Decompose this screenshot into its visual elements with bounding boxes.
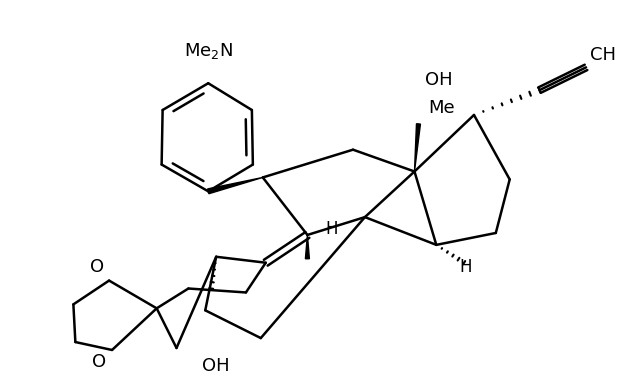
Text: O: O	[92, 353, 106, 371]
Text: Me$_2$N: Me$_2$N	[184, 40, 232, 60]
Text: H: H	[325, 220, 337, 238]
Text: OH: OH	[425, 71, 452, 89]
Text: Me: Me	[428, 99, 455, 117]
Text: OH: OH	[202, 357, 230, 375]
Text: H: H	[460, 258, 472, 276]
Text: CH: CH	[590, 46, 616, 65]
Polygon shape	[306, 235, 309, 259]
Polygon shape	[415, 124, 420, 172]
Text: O: O	[90, 258, 104, 276]
Polygon shape	[208, 177, 263, 194]
